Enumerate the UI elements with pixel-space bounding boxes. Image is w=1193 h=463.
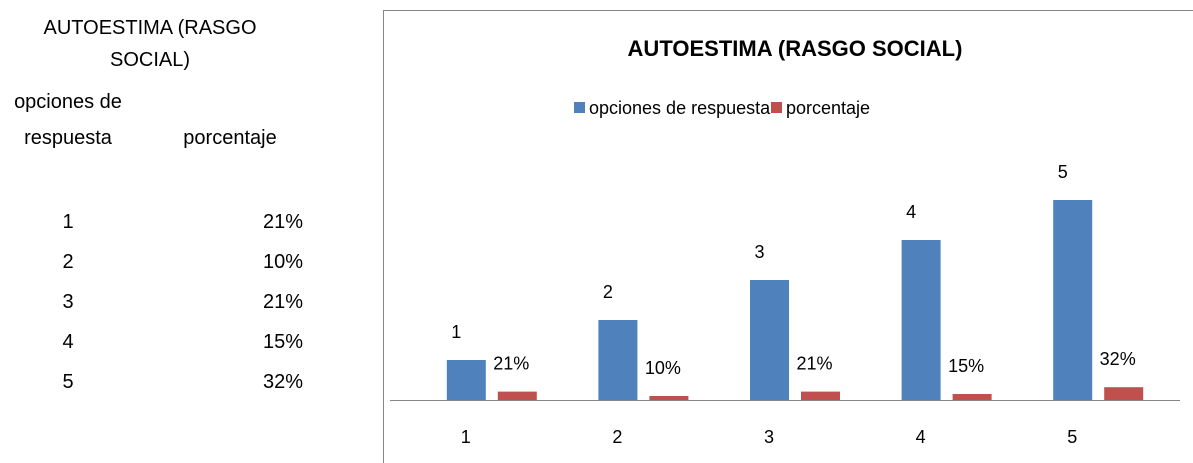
x-tick-label: 2 <box>612 427 622 447</box>
table-cell: 1 <box>62 211 74 233</box>
x-tick-label: 5 <box>1067 427 1077 447</box>
legend-swatch <box>574 102 585 113</box>
legend-swatch <box>771 102 782 113</box>
bar <box>1053 200 1093 400</box>
table-cell: 3 <box>62 291 74 313</box>
data-label: 15% <box>948 356 984 376</box>
table-cell: 2 <box>62 251 74 273</box>
bar <box>952 394 992 400</box>
bar <box>446 360 486 400</box>
bar <box>901 240 941 400</box>
data-label: 21% <box>796 353 832 373</box>
legend-label: porcentaje <box>786 98 870 118</box>
data-label: 10% <box>645 358 681 378</box>
x-tick-label: 1 <box>461 427 471 447</box>
table-cell: 4 <box>62 331 74 353</box>
legend-label: opciones de respuesta <box>589 98 771 118</box>
bar <box>1104 387 1144 400</box>
bar <box>497 391 537 400</box>
table-cell: 5 <box>62 371 74 393</box>
data-label: 2 <box>603 282 613 302</box>
table-title: AUTOESTIMA (RASGO SOCIAL) <box>43 17 257 71</box>
data-label: 5 <box>1058 162 1068 182</box>
table-header: porcentaje <box>183 127 277 149</box>
data-label: 3 <box>754 242 764 262</box>
table-cell: 32% <box>262 371 303 393</box>
table-cell: 21% <box>262 291 303 313</box>
data-label: 21% <box>493 353 529 373</box>
table-cell: 15% <box>262 331 303 353</box>
bar <box>750 280 789 400</box>
data-label: 1 <box>451 322 461 342</box>
table-cell: 10% <box>262 251 303 273</box>
bar <box>801 391 840 400</box>
table-header: opciones de respuesta <box>14 91 122 149</box>
data-label: 4 <box>906 202 916 222</box>
x-tick-label: 4 <box>916 427 926 447</box>
chart-title: AUTOESTIMA (RASGO SOCIAL) <box>628 36 963 61</box>
bar <box>598 320 638 400</box>
bar <box>649 396 689 400</box>
table-cell: 21% <box>262 211 303 233</box>
data-label: 32% <box>1100 349 1136 369</box>
x-tick-label: 3 <box>764 427 774 447</box>
